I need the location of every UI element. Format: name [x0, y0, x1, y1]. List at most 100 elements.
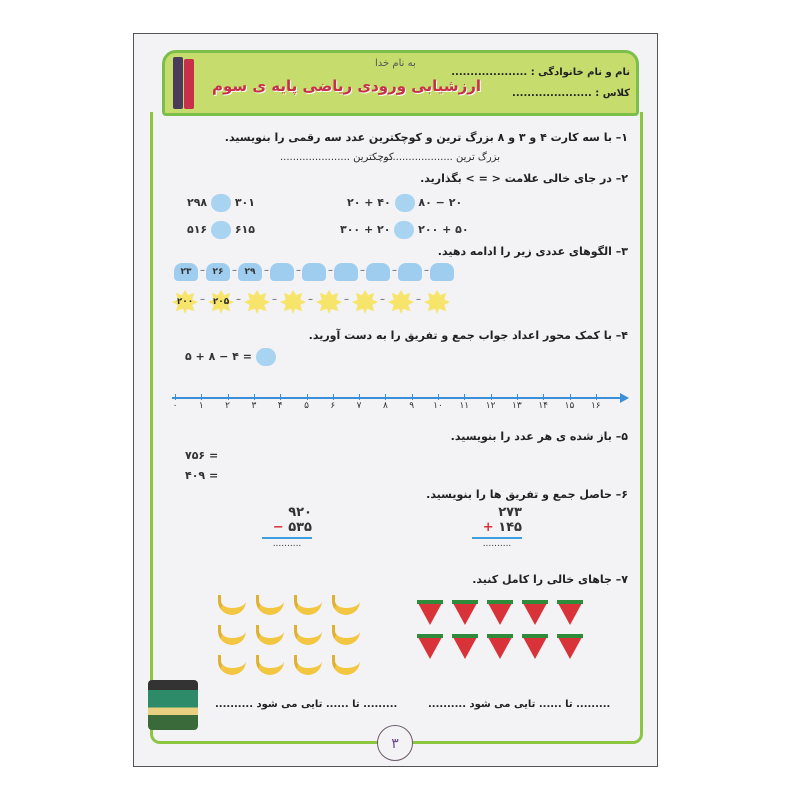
banana-icon	[294, 655, 322, 675]
answer-bubble[interactable]	[394, 194, 415, 212]
subtraction-problem: ۹۲۰ − ۵۳۵ ..........	[262, 505, 312, 549]
leaf-shape[interactable]: ۲۰۵	[208, 290, 234, 314]
page-number-circle: ۳	[377, 725, 413, 761]
dash: –	[236, 294, 241, 305]
dash: –	[392, 265, 397, 276]
answer-field[interactable]: ..........	[482, 539, 512, 549]
right-value: ۸۰ − ۲۰	[418, 196, 463, 209]
axis-tick	[595, 394, 597, 400]
car-shape[interactable]: ۲۹	[238, 263, 262, 281]
dash: –	[328, 265, 333, 276]
banana-icon	[218, 595, 246, 615]
axis-label: ۴	[277, 401, 283, 411]
right-value: ۶۱۵	[234, 223, 255, 236]
leaf-shape[interactable]	[424, 290, 450, 314]
axis-tick	[253, 394, 255, 400]
car-shape[interactable]	[366, 263, 390, 281]
car-shape[interactable]: ۲۳	[174, 263, 198, 281]
answer-bubble[interactable]	[394, 221, 415, 239]
comparison: ۲۰ + ۴۰ ۸۰ − ۲۰	[347, 194, 462, 212]
bottom-number: ۱۴۵	[498, 520, 522, 535]
leaf-shape[interactable]	[244, 290, 270, 314]
axis-label: ۶	[330, 401, 336, 411]
expression-text: ۵ + ۸ − ۴ =	[185, 350, 252, 363]
left-value: ۲۹۸	[187, 196, 208, 209]
axis-tick	[490, 394, 492, 400]
right-value: ۳۰۱	[234, 196, 255, 209]
watermelon-icon	[487, 600, 513, 625]
header-banner: به نام خدا ارزشیابی ورودی ریاضی پایه ی س…	[162, 50, 639, 116]
car-shape[interactable]	[398, 263, 422, 281]
car-shape[interactable]	[302, 263, 326, 281]
question-5: ۵– باز شده ی هر عدد را بنویسید.	[450, 430, 628, 443]
addition-problem: ۲۷۳ + ۱۴۵ ..........	[472, 505, 522, 549]
banana-icon	[294, 625, 322, 645]
answer-bubble[interactable]	[255, 348, 276, 366]
leaf-shape[interactable]	[280, 290, 306, 314]
axis-tick	[175, 394, 176, 400]
leaf-shape[interactable]: ۲۰۰	[172, 290, 198, 314]
comparison: ۲۹۸ ۳۰۱	[187, 194, 255, 212]
car-shape[interactable]	[334, 263, 358, 281]
left-value: ۳۰۰ + ۲۰	[340, 223, 391, 236]
right-value: ۲۰۰ + ۵۰	[418, 223, 469, 236]
class-field[interactable]: کلاس : .....................	[512, 88, 630, 99]
axis-tick	[359, 394, 361, 400]
axis-label: ۱۶	[590, 401, 601, 411]
car-shape[interactable]: ۲۶	[206, 263, 230, 281]
banana-icon	[256, 595, 284, 615]
answer-bubble[interactable]	[211, 194, 231, 212]
answer-field[interactable]: ..........	[272, 539, 302, 549]
axis-label: ۹	[409, 401, 415, 411]
question-2: ۲– در جای خالی علامت < = > بگذارید.	[420, 172, 628, 185]
axis-label: ۱۱	[459, 401, 470, 411]
leaf-shape[interactable]	[388, 290, 414, 314]
watermelon-icon	[487, 634, 513, 659]
expanded-form-1[interactable]: ۷۵۶ =	[185, 449, 219, 462]
car-shape[interactable]	[270, 263, 294, 281]
banana-icon	[218, 625, 246, 645]
dash: –	[344, 294, 349, 305]
fill-in-bananas[interactable]: ......... تا ...... تایی می شود ........…	[215, 699, 398, 710]
axis-tick	[385, 394, 387, 400]
banana-icon	[294, 595, 322, 615]
left-value: ۲۰ + ۴۰	[347, 196, 391, 209]
books-icon	[173, 57, 183, 109]
banana-icon	[256, 625, 284, 645]
axis-tick	[543, 394, 545, 400]
axis-tick	[306, 394, 308, 400]
watermelon-icon	[522, 634, 548, 659]
axis-label: ۷	[356, 401, 362, 411]
axis-label: ۰	[172, 401, 178, 411]
arrow-head-icon	[620, 393, 629, 403]
watermelon-icon	[557, 634, 583, 659]
axis-label: ۳	[251, 401, 257, 411]
largest-field[interactable]: بزرگ ترین ......................	[382, 152, 500, 163]
bismillah: به نام خدا	[375, 58, 416, 69]
name-field[interactable]: نام و نام خانوادگی : ...................…	[451, 67, 630, 78]
dash: –	[380, 294, 385, 305]
banana-icon	[332, 625, 360, 645]
axis-label: ۱	[198, 401, 204, 411]
axis-tick	[464, 394, 466, 400]
sum-line	[472, 537, 522, 539]
worksheet-title: ارزشیابی ورودی ریاضی پایه ی سوم	[211, 77, 481, 95]
question-1: ۱– با سه کارت ۴ و ۳ و ۸ بزرگ ترین و کوچک…	[224, 131, 628, 144]
axis-tick	[516, 394, 518, 400]
axis-label: ۲	[225, 401, 231, 411]
leaf-shape[interactable]	[316, 290, 342, 314]
axis-tick	[280, 394, 282, 400]
comparison: ۳۰۰ + ۲۰ ۲۰۰ + ۵۰	[340, 221, 469, 239]
axis-tick	[438, 394, 439, 400]
dash: –	[416, 294, 421, 305]
fill-in-watermelons[interactable]: ......... تا ...... تایی می شود ........…	[428, 699, 611, 710]
smallest-field[interactable]: کوچکترین ......................	[280, 152, 394, 163]
expanded-form-2[interactable]: ۴۰۹ =	[185, 469, 219, 482]
question-3: ۳– الگوهای عددی زیر را ادامه دهید.	[437, 245, 628, 258]
answer-bubble[interactable]	[211, 221, 231, 239]
leaf-shape[interactable]	[352, 290, 378, 314]
dash: –	[424, 265, 429, 276]
car-shape[interactable]	[430, 263, 454, 281]
dash: –	[296, 265, 301, 276]
banana-icon	[218, 655, 246, 675]
